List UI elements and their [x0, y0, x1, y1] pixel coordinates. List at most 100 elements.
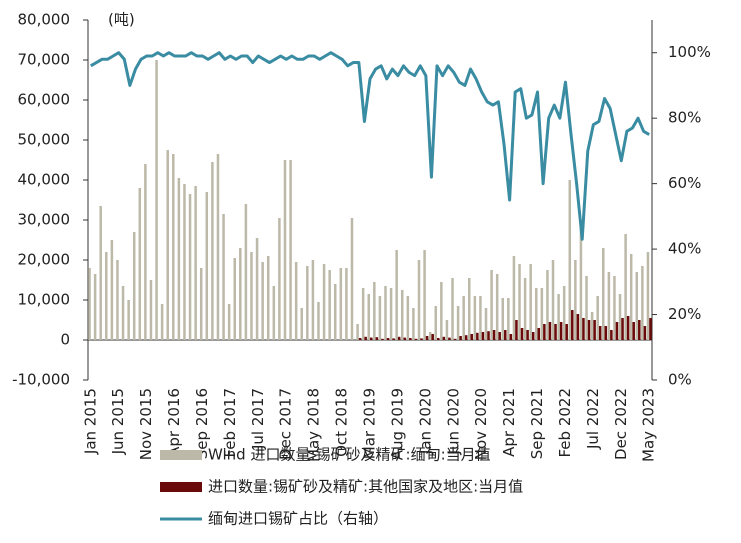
bar [546, 270, 549, 340]
x-tick-label: Oct 2018 [333, 388, 351, 457]
bar [523, 278, 527, 340]
bar [417, 260, 421, 340]
bar [462, 296, 465, 340]
bar [88, 268, 91, 340]
bar [300, 308, 303, 340]
legend-label: 进口数量:锡矿砂及精矿:其他国家及地区:当月值 [208, 478, 523, 496]
bar [445, 320, 449, 340]
bar [333, 284, 337, 340]
bar [132, 232, 136, 340]
bar [554, 324, 557, 340]
unit-label: (吨) [108, 11, 135, 29]
bar [635, 272, 639, 340]
bar [526, 330, 529, 340]
x-tick-label: Aug 2019 [388, 388, 406, 460]
bar [548, 322, 552, 340]
bar [409, 338, 412, 340]
bar [392, 338, 395, 340]
legend-label: Wind 进口数量:锡矿砂及精矿:缅甸:当月值 [208, 446, 491, 464]
bar [373, 282, 376, 340]
bar [492, 330, 496, 340]
y-tick-label: -10,000 [12, 371, 70, 389]
bar [618, 294, 622, 340]
bar [425, 336, 429, 340]
x-tick-label: Apr 2016 [165, 388, 183, 457]
bar [105, 252, 108, 340]
bar [289, 160, 292, 340]
bar [504, 330, 507, 340]
bar [99, 206, 102, 340]
bar [266, 256, 270, 340]
bar [216, 154, 220, 340]
x-tick-label: Dec 2022 [612, 388, 630, 460]
bar [434, 306, 438, 340]
x-tick-label: Dec 2017 [277, 388, 295, 460]
bar [194, 186, 197, 340]
bar [317, 302, 320, 340]
y-tick-label: 10,000 [18, 291, 71, 309]
bar [339, 268, 343, 340]
bar [420, 338, 423, 340]
x-tick-label: Sep 2021 [528, 388, 546, 459]
y2-tick-label: 60% [668, 174, 701, 192]
y2-tick-label: 40% [668, 240, 701, 258]
bar [233, 258, 236, 340]
x-tick-label: Jan 2015 [81, 388, 99, 455]
bar [565, 324, 568, 340]
y2-tick-label: 0% [668, 371, 692, 389]
bar [495, 274, 499, 340]
y2-tick-label: 80% [668, 109, 701, 127]
bar [311, 260, 315, 340]
bar [397, 336, 401, 340]
x-tick-label: Apr 2021 [500, 388, 518, 457]
line [90, 51, 650, 241]
bar [414, 338, 418, 340]
bar [211, 162, 214, 340]
bar [621, 318, 624, 340]
bar [364, 336, 367, 340]
legend-label: 缅甸进口锡矿占比（右轴） [208, 510, 388, 528]
bar [512, 256, 516, 340]
y2-tick-label: 20% [668, 305, 701, 323]
bar [501, 298, 505, 340]
bar [389, 288, 393, 340]
bar [490, 270, 493, 340]
bar [144, 164, 147, 340]
bar [607, 272, 611, 340]
bar [395, 250, 398, 340]
bar [116, 260, 119, 340]
bar [155, 60, 158, 340]
x-tick-label: Nov 2015 [137, 388, 155, 460]
y2-tick-label: 100% [668, 43, 711, 61]
bar [453, 338, 457, 340]
bar [160, 304, 164, 340]
bar [261, 262, 264, 340]
bar [199, 268, 203, 340]
bar [537, 328, 541, 340]
bar [378, 296, 382, 340]
x-tick-label: Jun 2015 [109, 388, 127, 455]
bar [166, 150, 169, 340]
bar [590, 312, 594, 340]
bar [579, 224, 583, 340]
bar [138, 188, 142, 340]
bar [632, 322, 635, 340]
bar [384, 286, 387, 340]
bar [587, 320, 591, 340]
bar [239, 248, 242, 340]
bar [322, 264, 326, 340]
bar [222, 214, 225, 340]
bar [615, 322, 619, 340]
x-tick-label: Mar 2019 [361, 388, 379, 459]
x-tick-label: Feb 2017 [221, 388, 239, 458]
bar [423, 250, 426, 340]
bar [350, 218, 354, 340]
bar [643, 326, 647, 340]
bar [448, 337, 451, 340]
bar [250, 252, 253, 340]
bar [479, 296, 482, 340]
bar [183, 184, 186, 340]
bar [345, 268, 348, 340]
bar [638, 320, 641, 340]
bar [629, 254, 633, 340]
